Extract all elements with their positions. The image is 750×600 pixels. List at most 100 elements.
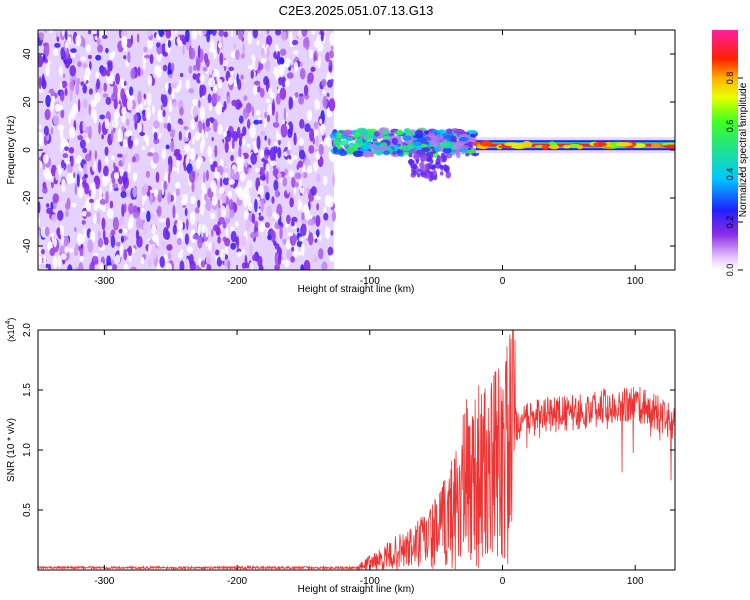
heatmap-signal-cell: [455, 151, 461, 159]
heatmap-noise-cell: [236, 235, 240, 250]
heatmap-noise-cell: [156, 42, 161, 48]
heatmap-noise-cell: [98, 30, 103, 39]
heatmap-noise-cell: [133, 138, 139, 146]
heatmap-noise-cell: [309, 128, 315, 142]
heatmap-noise-cell: [79, 121, 83, 135]
heatmap-noise-cell: [216, 69, 220, 83]
heatmap-signal-cell: [420, 154, 428, 161]
heatmap-noise-cell: [102, 34, 108, 39]
heatmap-noise-cell: [277, 172, 282, 180]
heatmap-noise-cell: [307, 72, 314, 83]
heatmap-signal-cell: [431, 129, 439, 133]
heatmap-noise-cell: [75, 243, 79, 256]
heatmap-noise-cell: [274, 264, 281, 270]
heatmap-noise-cell: [265, 163, 270, 174]
heatmap-noise-cell: [205, 256, 212, 265]
heatmap-noise-cell: [208, 46, 215, 53]
heatmap-noise-cell: [74, 183, 78, 196]
heatmap-noise-cell: [255, 110, 261, 116]
heatmap-noise-cell: [160, 104, 164, 111]
heatmap-noise-cell: [90, 187, 96, 200]
heatmap-noise-cell: [266, 30, 270, 35]
heatmap-noise-cell: [41, 75, 46, 88]
heatmap-noise-cell: [210, 180, 217, 193]
heatmap-noise-cell: [194, 207, 200, 214]
heatmap-noise-cell: [263, 75, 269, 86]
colorbar-tick-label: 0.2: [725, 216, 735, 229]
heatmap-noise-cell: [245, 218, 252, 231]
heatmap-noise-cell: [252, 84, 258, 96]
heatmap-noise-cell: [141, 145, 146, 151]
heatmap-signal-cell: [415, 166, 420, 174]
heatmap-noise-cell: [97, 44, 104, 53]
heatmap-noise-cell: [201, 136, 206, 149]
heatmap-signal-cell: [337, 145, 342, 150]
heatmap-noise-cell: [123, 55, 127, 60]
snr-y-label: SNR (10 * v/v): [6, 418, 17, 482]
heatmap-noise-cell: [176, 159, 181, 166]
heatmap-noise-cell: [60, 253, 67, 261]
heatmap-noise-cell: [219, 141, 224, 150]
heatmap-signal-cell: [413, 141, 423, 147]
heatmap-noise-cell: [292, 155, 298, 160]
heatmap-noise-cell: [47, 263, 52, 270]
heatmap-noise-cell: [195, 57, 201, 72]
heatmap-noise-cell: [314, 60, 319, 66]
heatmap-noise-cell: [298, 137, 304, 147]
heatmap-x-tick-label: -100: [360, 276, 380, 287]
heatmap-noise-cell: [128, 202, 134, 215]
heatmap-noise-cell: [86, 44, 91, 54]
heatmap-noise-cell: [127, 162, 131, 175]
heatmap-signal-cell: [373, 130, 381, 137]
heatmap-noise-cell: [85, 211, 92, 217]
heatmap-noise-cell: [69, 65, 77, 77]
heatmap-noise-cell: [121, 203, 125, 217]
heatmap-noise-cell: [129, 86, 134, 96]
heatmap-noise-cell: [38, 136, 44, 147]
heatmap-noise-cell: [328, 254, 336, 262]
heatmap-noise-cell: [288, 155, 292, 160]
heatmap-noise-cell: [234, 221, 239, 228]
heatmap-noise-cell: [133, 113, 139, 123]
heatmap-noise-cell: [50, 127, 54, 135]
heatmap-noise-cell: [162, 227, 169, 240]
heatmap-noise-cell: [256, 39, 260, 46]
heatmap-noise-cell: [113, 162, 116, 169]
heatmap-noise-cell: [101, 217, 106, 230]
heatmap-noise-cell: [316, 173, 321, 183]
heatmap-noise-cell: [244, 112, 248, 120]
heatmap-noise-cell: [146, 210, 151, 223]
heatmap-y-tick-label: -40: [22, 238, 33, 253]
heatmap-noise-cell: [328, 65, 332, 72]
heatmap-noise-cell: [51, 213, 58, 222]
heatmap-signal-cell: [431, 164, 436, 170]
heatmap-noise-cell: [72, 103, 79, 115]
heatmap-noise-cell: [219, 52, 224, 66]
heatmap-noise-cell: [54, 103, 61, 112]
heatmap-noise-cell: [91, 108, 96, 119]
heatmap-noise-cell: [170, 82, 178, 89]
heatmap-y-tick-label: 0: [22, 147, 33, 153]
heatmap-noise-cell: [160, 240, 168, 248]
heatmap-noise-cell: [300, 264, 305, 270]
heatmap-noise-cell: [260, 58, 267, 64]
heatmap-noise-cell: [190, 118, 195, 131]
heatmap-signal-cell: [449, 135, 457, 143]
heatmap-noise-cell: [185, 258, 189, 265]
heatmap-x-tick-label: 0: [500, 276, 506, 287]
heatmap-noise-cell: [136, 33, 140, 43]
heatmap-noise-cell: [109, 200, 114, 209]
heatmap-noise-cell: [217, 199, 221, 208]
heatmap-noise-cell: [296, 163, 300, 170]
heatmap-noise-cell: [320, 123, 326, 136]
heatmap-noise-cell: [286, 186, 290, 194]
heatmap-noise-cell: [250, 231, 257, 239]
heatmap-signal-cell: [415, 144, 423, 152]
heatmap-noise-cell: [322, 175, 328, 186]
heatmap-noise-cell: [250, 152, 258, 165]
heatmap-noise-cell: [147, 258, 152, 267]
heatmap-signal-cell: [391, 137, 398, 145]
heatmap-band-cell: [663, 144, 675, 149]
heatmap-noise-cell: [102, 93, 109, 98]
heatmap-signal-cell: [445, 153, 453, 159]
